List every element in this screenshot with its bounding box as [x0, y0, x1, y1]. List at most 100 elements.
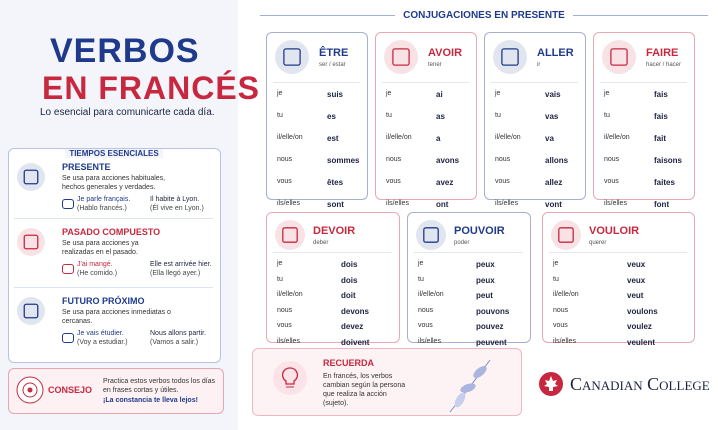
- verb-name: ÊTRE: [319, 47, 349, 59]
- verb-card: FAIRE hacer / hacer je fais tu fais il/elle/on…: [593, 32, 695, 209]
- divider: [273, 82, 360, 83]
- verb-form: pouvons: [476, 306, 510, 316]
- divider: [549, 252, 687, 253]
- verb-card: VOULOIR querer je veux tu veux il/elle/on veut n…: [542, 212, 695, 347]
- pronoun: je: [386, 90, 392, 97]
- leaf-decoration: [449, 359, 491, 413]
- verb-card: AVOIR tener je ai tu as il/elle/on a nous avons vo…: [375, 32, 477, 209]
- pronoun: ils/elles: [277, 337, 300, 345]
- verb-card: ÊTRE ser / estar je suis tu es il/elle/on est no…: [266, 32, 368, 209]
- verb-form: as: [436, 112, 445, 121]
- verb-meaning: deber: [313, 240, 329, 246]
- verb-name: AVOIR: [428, 47, 463, 59]
- pronoun: vous: [495, 178, 510, 185]
- verb-form: avez: [436, 178, 454, 187]
- icon: [493, 40, 527, 74]
- icon: [17, 163, 45, 191]
- pronoun: il/elle/on: [495, 134, 521, 141]
- pronoun: nous: [418, 306, 434, 314]
- tip-icon: [16, 376, 44, 404]
- tense-name: PRESENTE: [62, 162, 111, 172]
- verb-name: POUVOIR: [454, 225, 505, 237]
- divider: [14, 287, 213, 288]
- tense-desc: Se usa para acciones ya realizadas en el…: [62, 240, 139, 256]
- pronoun: ils/elles: [553, 337, 576, 345]
- pronoun: je: [418, 260, 424, 267]
- tense-desc: Se usa para acciones habituales, hechos …: [62, 175, 166, 191]
- verb-form: dois: [341, 260, 358, 269]
- verb-meaning: ir: [537, 62, 541, 68]
- pronoun: vous: [277, 322, 292, 329]
- example-es: (He comido.): [77, 270, 118, 277]
- example-fr: Nous allons partir.: [150, 330, 207, 337]
- verb-card: DEVOIR deber je dois tu dois il/elle/on doit nou…: [266, 212, 400, 347]
- verb-form: pouvez: [476, 322, 504, 331]
- reminder-icon: [273, 361, 307, 395]
- tip-highlight: ¡La constancia te lleva lejos!: [103, 397, 198, 404]
- pronoun: vous: [553, 322, 568, 329]
- verb-form: est: [327, 134, 339, 143]
- icon: [551, 220, 581, 250]
- pronoun: tu: [386, 112, 392, 119]
- verb-form: avons: [436, 156, 460, 165]
- icon: [17, 297, 45, 325]
- verb-form: dois: [341, 275, 358, 285]
- reminder-label: RECUERDA: [323, 358, 375, 368]
- pronoun: vous: [418, 322, 433, 329]
- pronoun: il/elle/on: [553, 291, 579, 298]
- verb-form: font: [654, 200, 670, 209]
- pronoun: je: [604, 90, 610, 97]
- verb-form: sont: [327, 200, 344, 209]
- tenses-title: TIEMPOS ESENCIALES: [65, 149, 163, 158]
- verb-meaning: tener: [428, 62, 442, 68]
- verb-card: ALLER ir je vais tu vas il/elle/on va nous allons…: [484, 32, 586, 209]
- reminder-text: En francés, los verbos cambian según la …: [323, 373, 406, 407]
- pronoun: nous: [277, 306, 293, 314]
- pronoun: il/elle/on: [604, 134, 630, 141]
- verb-name: VOULOIR: [589, 225, 640, 237]
- verb-meaning: poder: [454, 240, 470, 246]
- pronoun: ils/elles: [277, 200, 300, 207]
- verb-form: allons: [545, 156, 569, 165]
- example-es: (Voy a estudiar.): [77, 339, 128, 346]
- verb-form: va: [545, 134, 554, 143]
- logo-text: Canadian College: [570, 374, 710, 394]
- verb-form: suis: [327, 90, 344, 99]
- tenses-box: [8, 148, 221, 363]
- pronoun: ils/elles: [495, 200, 518, 207]
- speech-icon: [62, 333, 74, 343]
- verb-form: voulons: [627, 306, 658, 316]
- logo-icon: [539, 372, 563, 396]
- pronoun: je: [553, 260, 559, 267]
- verb-form: vont: [545, 200, 562, 209]
- verb-form: veux: [627, 260, 646, 269]
- example-fr: Je vais étudier.: [77, 330, 124, 337]
- verb-form: devons: [341, 306, 370, 316]
- rule: [572, 15, 709, 16]
- verb-form: ont: [436, 200, 449, 209]
- verb-form: faites: [654, 178, 675, 187]
- icon: [17, 228, 45, 256]
- verb-form: peux: [476, 275, 495, 285]
- verb-form: es: [327, 112, 336, 121]
- verb-form: peuvent: [476, 337, 507, 347]
- verb-form: fais: [654, 90, 668, 99]
- pronoun: tu: [495, 112, 501, 119]
- verb-name: DEVOIR: [313, 225, 356, 237]
- verb-form: fais: [654, 112, 668, 121]
- verb-form: veut: [627, 291, 644, 300]
- verb-form: voulez: [627, 322, 652, 331]
- pronoun: vous: [604, 178, 619, 185]
- pronoun: il/elle/on: [386, 134, 412, 141]
- pronoun: nous: [553, 306, 569, 314]
- pronoun: tu: [604, 112, 610, 119]
- speech-icon: [62, 264, 74, 274]
- pronoun: nous: [495, 156, 511, 163]
- verb-form: allez: [545, 178, 563, 187]
- verb-form: êtes: [327, 178, 344, 187]
- pronoun: je: [277, 90, 283, 97]
- verb-card: POUVOIR poder je peux tu peux il/elle/on peut no…: [407, 212, 531, 347]
- title-line-2: EN FRANCÉS: [42, 70, 261, 106]
- tense-name: PASADO COMPUESTO: [62, 227, 161, 237]
- tip-text: Practica estos verbos todos los días en …: [103, 378, 216, 394]
